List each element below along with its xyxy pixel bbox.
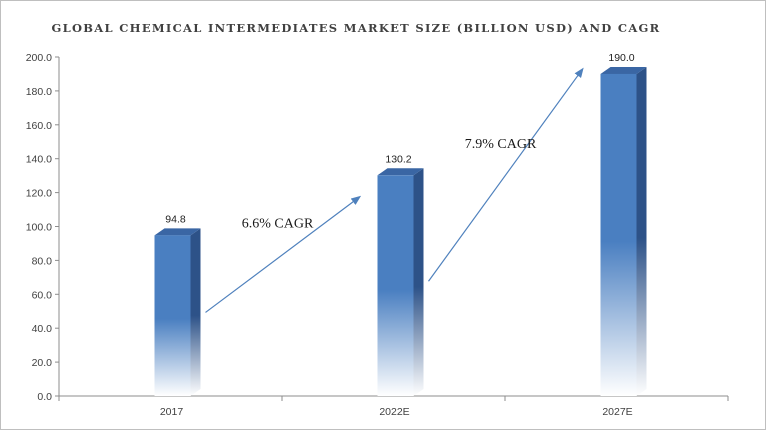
cagr-arrow — [205, 195, 362, 313]
cagr-label: 6.6% CAGR — [242, 217, 314, 232]
bar — [600, 73, 637, 396]
x-tick-label: 2017 — [160, 406, 184, 418]
bar-top — [154, 228, 201, 236]
bar-value-label: 94.8 — [165, 213, 186, 225]
y-tick-label: 60.0 — [32, 289, 53, 301]
x-tick-label: 2027E — [602, 406, 632, 418]
y-tick-label: 120.0 — [26, 188, 52, 200]
y-tick-label: 200.0 — [26, 52, 52, 64]
bar-value-label: 190.0 — [608, 52, 634, 64]
bar-top — [377, 168, 424, 176]
bar-top — [600, 66, 647, 74]
bar — [377, 175, 414, 396]
bar-side — [413, 168, 424, 396]
cagr-label: 7.9% CAGR — [465, 137, 537, 152]
x-tick-label: 2022E — [379, 406, 409, 418]
y-tick-label: 180.0 — [26, 86, 52, 98]
y-tick-label: 160.0 — [26, 120, 52, 132]
bar — [154, 235, 191, 396]
bar-value-label: 130.2 — [385, 153, 411, 165]
y-tick-label: 20.0 — [32, 357, 53, 369]
cagr-arrow — [428, 67, 584, 282]
bar-side — [190, 228, 201, 396]
bar-side — [636, 66, 647, 396]
y-tick-label: 40.0 — [32, 323, 53, 335]
y-tick-label: 80.0 — [32, 255, 53, 267]
y-tick-label: 0.0 — [37, 391, 52, 403]
chart-title: GLOBAL CHEMICAL INTERMEDIATES MARKET SIZ… — [51, 21, 661, 35]
y-tick-label: 100.0 — [26, 222, 52, 234]
y-tick-label: 140.0 — [26, 154, 52, 166]
